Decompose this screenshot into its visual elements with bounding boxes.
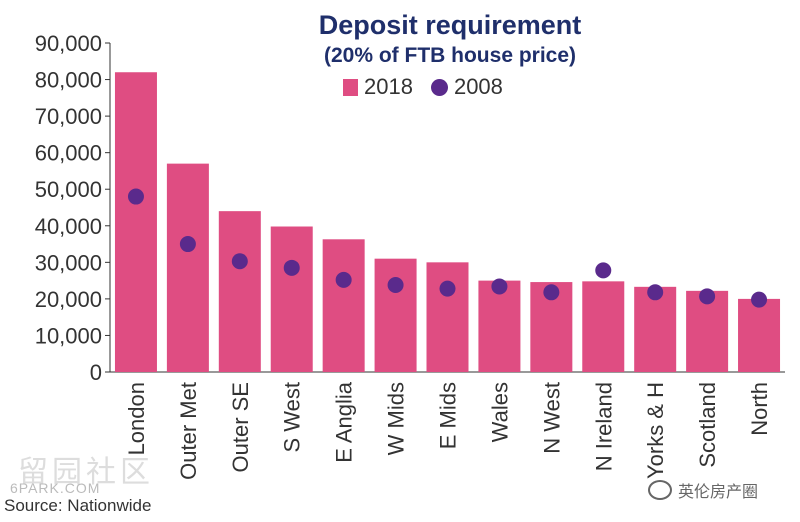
dot-2008	[127, 188, 144, 205]
y-axis: 0 10,000 20,000 30,000 40,000 50,000 60,000 70,…	[35, 31, 785, 385]
legend-swatch-2018	[343, 78, 358, 96]
chart-subtitle: (20% of FTB house price)	[323, 44, 577, 67]
x-tick-label: London	[124, 382, 149, 455]
dot-2008	[387, 276, 404, 293]
x-tick-label: W Mids	[384, 382, 409, 455]
dot-2008	[283, 259, 300, 276]
legend-label-2008: 2008	[453, 74, 503, 99]
dot-2008	[595, 262, 612, 279]
x-tick-label: Wales	[487, 382, 512, 442]
watermark-6park: 留园社区	[18, 455, 154, 490]
dot-2008	[439, 280, 456, 297]
x-tick-label: Outer SE	[228, 382, 253, 472]
x-tick-label: Yorks & H	[643, 382, 668, 479]
dot-2008	[179, 236, 196, 253]
bar-2018	[218, 211, 261, 372]
y-tick-label: 50,000	[35, 177, 102, 202]
dots-2008	[127, 188, 768, 308]
bar-2018	[738, 298, 781, 372]
y-tick-label: 20,000	[35, 287, 102, 312]
y-tick-label: 70,000	[35, 104, 102, 129]
bars-2018	[114, 72, 781, 372]
y-tick-label: 30,000	[35, 250, 102, 275]
bar-2018	[374, 258, 417, 372]
watermark-6park-url: 6PARK.COM	[10, 480, 101, 496]
bar-2018	[426, 262, 469, 372]
dot-2008	[231, 253, 248, 270]
y-tick-label: 90,000	[35, 31, 102, 56]
dot-2008	[751, 291, 768, 308]
watermark-wechat: 英伦房产圈	[648, 478, 758, 502]
x-tick-label: E Mids	[436, 382, 461, 449]
x-tick-label: N Ireland	[591, 382, 616, 471]
x-tick-label: North	[747, 382, 772, 436]
legend: 2018 2008	[343, 74, 503, 100]
wechat-icon	[648, 480, 672, 500]
y-tick-label: 10,000	[35, 323, 102, 348]
dot-2008	[699, 288, 716, 305]
x-tick-label: E Anglia	[332, 381, 357, 462]
x-tick-label: Scotland	[695, 382, 720, 468]
y-tick-label: 80,000	[35, 68, 102, 93]
watermark-wechat-label: 英伦房产圈	[678, 484, 759, 501]
dot-2008	[335, 271, 352, 288]
bar-2018	[478, 280, 521, 372]
bar-2018	[166, 163, 209, 372]
chart-title: Deposit requirement	[318, 10, 582, 40]
x-tick-label: S West	[280, 382, 305, 453]
y-tick-label: 60,000	[35, 141, 102, 166]
y-tick-label: 40,000	[35, 214, 102, 239]
y-tick-label: 0	[90, 360, 102, 385]
x-tick-label: Outer Met	[176, 382, 201, 480]
bar-2018	[686, 290, 729, 372]
bar-2018	[582, 281, 625, 372]
bar-2018	[270, 226, 313, 372]
legend-label-2018: 2018	[364, 74, 413, 99]
x-axis-labels: London Outer Met Outer SE S West E Anglia W M…	[124, 381, 772, 480]
legend-swatch-2008	[430, 78, 448, 96]
dot-2008	[647, 284, 664, 301]
dot-2008	[491, 278, 508, 295]
bar-2018	[114, 72, 157, 372]
dot-2008	[543, 284, 560, 301]
bar-2018	[634, 286, 677, 372]
bar-2018	[322, 239, 365, 372]
x-tick-label: N West	[539, 382, 564, 454]
source-note: Source: Nationwide	[4, 496, 152, 515]
